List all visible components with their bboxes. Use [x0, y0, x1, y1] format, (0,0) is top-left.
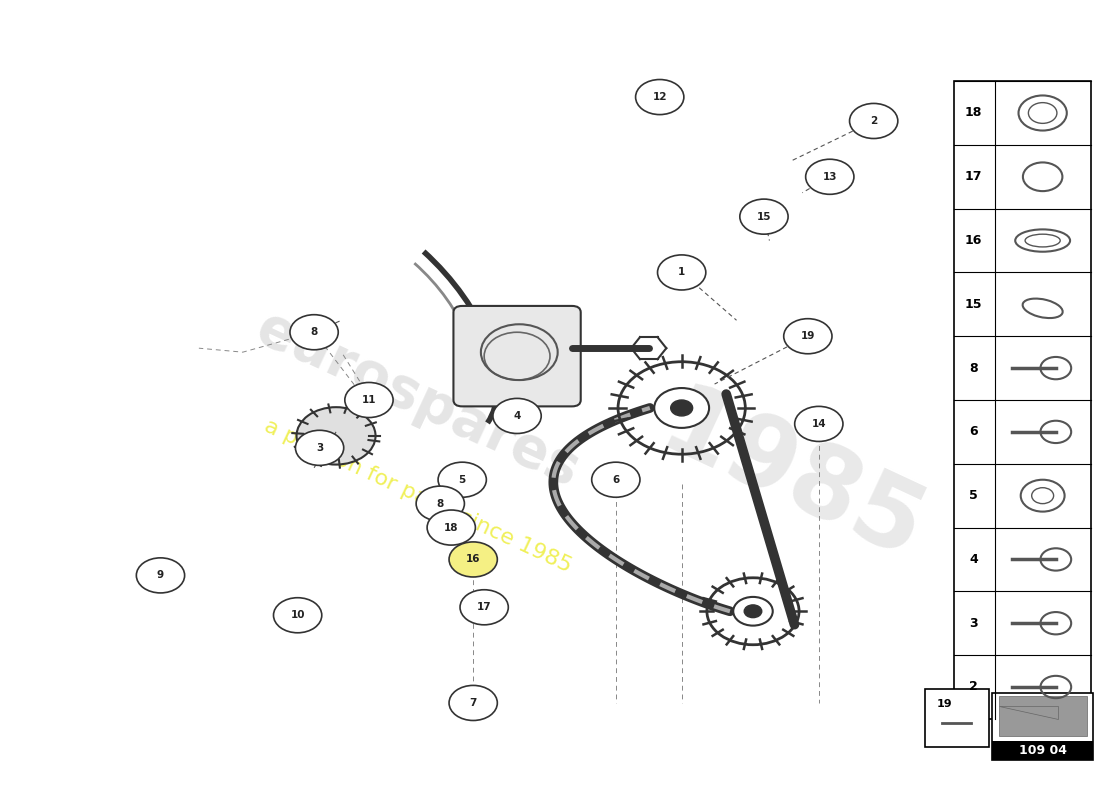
Bar: [954, 81, 1091, 719]
Bar: [992, 693, 1093, 760]
Circle shape: [658, 255, 706, 290]
Text: 109 04: 109 04: [1019, 744, 1067, 758]
Text: 16: 16: [466, 554, 481, 565]
Text: 15: 15: [965, 298, 982, 311]
Text: 3: 3: [969, 617, 978, 630]
Text: 19: 19: [936, 699, 952, 709]
Text: 17: 17: [477, 602, 492, 612]
Circle shape: [783, 318, 832, 354]
Text: 13: 13: [823, 172, 837, 182]
Circle shape: [636, 79, 684, 114]
Circle shape: [290, 314, 338, 350]
Circle shape: [449, 686, 497, 721]
Circle shape: [136, 558, 185, 593]
Text: 18: 18: [444, 522, 459, 533]
Circle shape: [296, 430, 343, 466]
Text: 16: 16: [965, 234, 982, 247]
Circle shape: [416, 486, 464, 521]
Circle shape: [794, 406, 843, 442]
Circle shape: [274, 598, 322, 633]
Text: 4: 4: [969, 553, 978, 566]
Circle shape: [671, 400, 693, 416]
Circle shape: [493, 398, 541, 434]
Bar: [999, 696, 1087, 737]
Circle shape: [460, 590, 508, 625]
Text: eurospares: eurospares: [248, 302, 588, 498]
Circle shape: [745, 605, 762, 618]
Text: 15: 15: [757, 212, 771, 222]
Text: 19: 19: [801, 331, 815, 342]
Circle shape: [297, 407, 375, 465]
Circle shape: [740, 199, 788, 234]
Text: 10: 10: [290, 610, 305, 620]
Text: 3: 3: [316, 443, 323, 453]
Circle shape: [449, 542, 497, 577]
Text: 5: 5: [969, 489, 978, 502]
FancyBboxPatch shape: [453, 306, 581, 406]
Text: 12: 12: [652, 92, 667, 102]
Text: 11: 11: [362, 395, 376, 405]
Circle shape: [654, 388, 710, 428]
Circle shape: [734, 597, 772, 626]
Text: 6: 6: [969, 426, 978, 438]
Text: 1985: 1985: [645, 377, 938, 582]
Text: 2: 2: [870, 116, 878, 126]
Text: 17: 17: [965, 170, 982, 183]
Text: 8: 8: [437, 498, 444, 509]
Text: 6: 6: [613, 474, 619, 485]
Bar: [992, 742, 1093, 760]
Text: 9: 9: [157, 570, 164, 580]
Circle shape: [849, 103, 898, 138]
Circle shape: [427, 510, 475, 545]
Text: 7: 7: [470, 698, 477, 708]
Text: 5: 5: [459, 474, 465, 485]
Circle shape: [592, 462, 640, 498]
Text: 8: 8: [969, 362, 978, 374]
Circle shape: [805, 159, 854, 194]
Text: 8: 8: [310, 327, 318, 338]
Text: 18: 18: [965, 106, 982, 119]
Circle shape: [438, 462, 486, 498]
Text: 14: 14: [812, 419, 826, 429]
Text: 4: 4: [514, 411, 520, 421]
Text: a passion for parts since 1985: a passion for parts since 1985: [262, 415, 575, 576]
Text: 2: 2: [969, 681, 978, 694]
Circle shape: [344, 382, 393, 418]
Bar: [925, 690, 989, 746]
Text: 1: 1: [678, 267, 685, 278]
Polygon shape: [999, 706, 1058, 719]
